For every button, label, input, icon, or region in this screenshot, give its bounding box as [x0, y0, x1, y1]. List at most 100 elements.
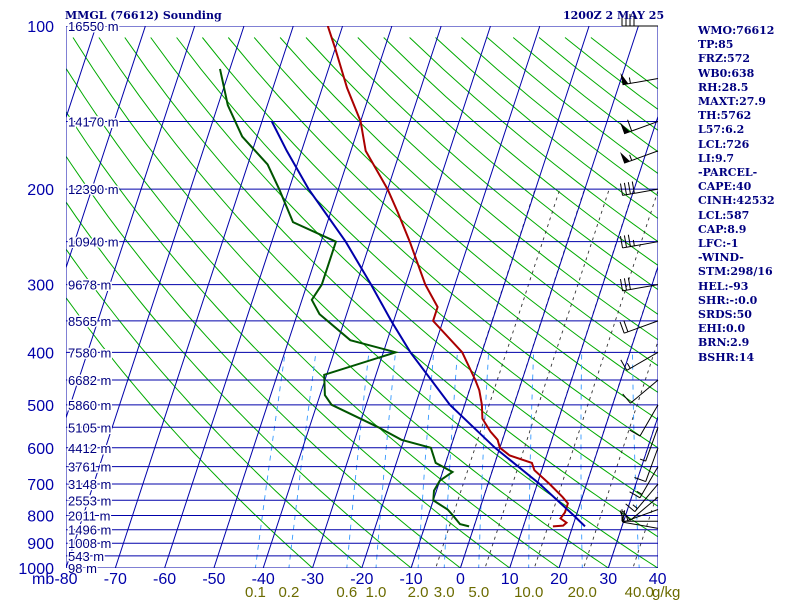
wind-barb — [620, 151, 658, 163]
isotherm — [362, 26, 540, 568]
mixing-ratio-line — [581, 352, 583, 579]
wind-barb-staff — [623, 242, 658, 248]
index-item: SRDS:50 — [698, 308, 775, 322]
mixing-ratio-line — [346, 352, 369, 579]
wind-barb-half-flag — [633, 240, 634, 246]
index-item: WMO:76612 — [698, 24, 775, 38]
height-label: 2553 m — [68, 493, 111, 508]
height-label: 8565 m — [68, 314, 111, 329]
temperature-tick-label: -80 — [54, 571, 77, 588]
temperature-tick-label: 20 — [550, 571, 568, 588]
height-label: 3761 m — [68, 460, 111, 475]
temperature-tick-label: 0 — [456, 571, 465, 588]
index-item: LCL:587 — [698, 209, 775, 223]
index-item: MAXT:27.9 — [698, 95, 775, 109]
pressure-tick-label: 800 — [27, 508, 54, 525]
index-item: TH:5762 — [698, 109, 775, 123]
temperature-tick-label: -50 — [202, 571, 225, 588]
mixing-ratio-unit: g/kg — [652, 584, 680, 600]
index-item: BRN:2.9 — [698, 336, 775, 350]
wind-barb — [630, 467, 658, 498]
wind-barb-half-flag — [629, 77, 630, 83]
wind-barb-flag — [623, 394, 631, 403]
mixing-ratio-label: 0.6 — [336, 584, 357, 600]
mixing-ratio-line — [254, 352, 285, 579]
sounding-time: 1200Z 2 MAY 25 — [563, 9, 664, 22]
index-item: FRZ:572 — [698, 52, 775, 66]
temperature-tick-label: 30 — [599, 571, 617, 588]
wind-barb-staff — [623, 522, 658, 528]
mixing-ratio-line — [288, 352, 316, 579]
wind-barb-flag — [620, 322, 624, 333]
wind-barb-flag — [624, 321, 628, 332]
moist-adiabat — [481, 189, 609, 579]
index-item: LI:9.7 — [698, 152, 775, 166]
index-item: TP:85 — [698, 38, 775, 52]
wind-barb-staff — [624, 321, 658, 333]
isotherm — [214, 26, 392, 568]
dry-adiabat — [125, 38, 726, 580]
wind-barb-flag — [630, 430, 640, 436]
mixing-ratio-line — [478, 352, 488, 579]
mixing-ratio-label: 0.1 — [245, 584, 266, 600]
height-label: 5105 m — [68, 420, 111, 435]
mixing-ratio-label: 3.0 — [434, 584, 455, 600]
pressure-tick-label: 500 — [27, 398, 54, 415]
index-item: HEL:-93 — [698, 280, 775, 294]
temperature-tick-label: -60 — [153, 571, 176, 588]
index-item: STM:298/16 — [698, 265, 775, 279]
height-label: 9678 m — [68, 278, 111, 293]
height-label: 14170 m — [68, 114, 119, 129]
index-item: LCL:726 — [698, 138, 775, 152]
wind-barb-half-flag — [640, 459, 646, 461]
dry-adiabat — [151, 38, 776, 580]
wind-barb-half-flag — [627, 363, 630, 368]
height-label: 2011 m — [68, 508, 110, 523]
index-item: -WIND- — [698, 251, 775, 265]
wind-barb — [623, 380, 658, 403]
wind-barb-half-flag — [630, 155, 632, 161]
wind-barb-pennant — [620, 122, 630, 133]
temperature-tick-label: -70 — [104, 571, 127, 588]
mixing-ratio-label: 5.0 — [468, 584, 489, 600]
mixing-ratio-label: 2.0 — [408, 584, 429, 600]
height-label: 12390 m — [68, 182, 119, 197]
index-item: WB0:638 — [698, 67, 775, 81]
mixing-ratio-line — [375, 352, 395, 579]
index-item: BSHR:14 — [698, 351, 775, 365]
wind-barb-flag — [628, 182, 630, 194]
index-item: LFC:-1 — [698, 237, 775, 251]
wind-barb-flag — [628, 278, 630, 290]
mixing-ratio-line — [633, 352, 640, 579]
mixing-ratio-label: 0.2 — [278, 584, 299, 600]
pressure-tick-label: 200 — [27, 182, 54, 199]
height-label: 3148 m — [68, 477, 111, 492]
index-item: SHR:-:0.0 — [698, 294, 775, 308]
station-title: MMGL (76612) Sounding — [65, 9, 222, 22]
wind-barb-staff — [646, 427, 658, 461]
pressure-tick-label: 300 — [27, 278, 54, 295]
wind-barb-flag — [634, 477, 645, 481]
dry-adiabat — [0, 38, 326, 580]
pressure-tick-label: 900 — [27, 536, 54, 553]
mixing-ratio-label: 1.0 — [366, 584, 387, 600]
wind-barb-pennant — [620, 152, 630, 163]
wind-barb-staff — [623, 285, 658, 291]
pressure-unit-label: mb — [32, 571, 54, 588]
isotherm — [460, 26, 638, 568]
index-item: CINH:42532 — [698, 194, 775, 208]
index-item: RH:28.5 — [698, 81, 775, 95]
mixing-ratio-label: 10.0 — [514, 584, 543, 600]
index-item: CAPE:40 — [698, 180, 775, 194]
pressure-tick-label: 100 — [27, 19, 54, 36]
wind-barb — [620, 182, 658, 196]
index-item: EHI:0.0 — [698, 322, 775, 336]
wind-barb-pennant — [620, 73, 628, 85]
index-item: L57:6.2 — [698, 123, 775, 137]
pressure-tick-label: 600 — [27, 441, 54, 458]
height-label: 10940 m — [68, 235, 119, 250]
height-label: 7580 m — [68, 345, 111, 360]
